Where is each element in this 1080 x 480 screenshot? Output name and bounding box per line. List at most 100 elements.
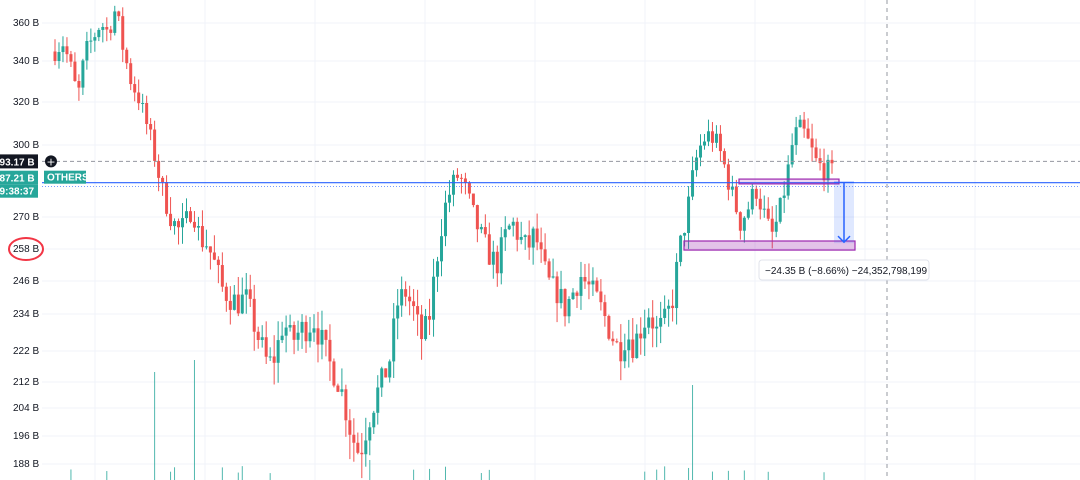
candle-body xyxy=(798,119,802,128)
candle-body xyxy=(157,160,161,178)
candle-body xyxy=(161,177,165,183)
candle-body xyxy=(280,335,284,341)
candle-body xyxy=(499,237,503,274)
candle-body xyxy=(400,289,404,306)
candle-body xyxy=(571,292,575,299)
price-axis-tick: 300 B xyxy=(13,140,39,151)
candle-body xyxy=(141,102,145,104)
volume-bar xyxy=(106,471,108,480)
candle-body xyxy=(236,294,240,314)
candle-body xyxy=(659,317,663,327)
candle-body xyxy=(173,221,177,227)
candle-body xyxy=(408,296,412,302)
price-axis-tick: 234 B xyxy=(13,309,39,320)
candle-body xyxy=(487,234,491,265)
candle-body xyxy=(272,356,276,363)
crosshair-price-label: 293.17 B xyxy=(0,157,35,168)
candle-body xyxy=(822,163,826,181)
volume-bar xyxy=(369,460,371,480)
candle-body xyxy=(587,281,591,285)
candle-body xyxy=(412,301,416,307)
candle-body xyxy=(440,236,444,262)
candle-body xyxy=(519,237,523,240)
candle-body xyxy=(527,235,531,248)
candle-body xyxy=(563,288,567,317)
candle-body xyxy=(372,412,376,428)
candle-body xyxy=(507,225,511,230)
candle-body xyxy=(268,356,272,358)
price-axis[interactable]: 188 B 196 B 204 B 212 B 222 B 234 B 246 B 258 B… xyxy=(0,0,89,480)
volume-bar xyxy=(237,472,239,480)
candle-body xyxy=(105,26,109,30)
measure-label-box xyxy=(758,259,930,281)
candle-body xyxy=(591,280,595,285)
candle-body xyxy=(635,333,639,359)
candle-body xyxy=(443,202,447,237)
price-axis-tick: 258 B xyxy=(13,244,39,255)
candle-body xyxy=(188,211,192,222)
candle-body xyxy=(463,178,467,183)
candle-body xyxy=(567,298,571,317)
candlestick-series xyxy=(53,5,834,479)
price-axis-tick: 188 B xyxy=(13,459,39,470)
candle-body xyxy=(647,317,651,328)
candle-body xyxy=(471,193,475,206)
candle-body xyxy=(220,265,224,287)
candle-body xyxy=(81,60,85,88)
candle-body xyxy=(264,337,268,357)
candle-body xyxy=(555,276,559,304)
candle-body xyxy=(595,280,599,292)
candle-body xyxy=(611,338,615,342)
candle-body xyxy=(208,246,212,253)
candle-body xyxy=(762,208,766,210)
candle-body xyxy=(416,306,420,315)
candle-body xyxy=(61,46,65,53)
candle-body xyxy=(503,229,507,238)
add-alert-button[interactable] xyxy=(45,155,57,168)
candle-body xyxy=(599,291,603,303)
candle-body xyxy=(300,321,304,333)
candle-body xyxy=(320,329,324,345)
candle-body xyxy=(455,174,459,178)
candle-body xyxy=(675,261,679,309)
candle-body xyxy=(93,37,97,41)
candle-body xyxy=(149,124,153,130)
volume-bar xyxy=(767,471,769,480)
symbol-label: OTHERS xyxy=(47,173,89,184)
candle-body xyxy=(615,341,619,343)
candle-body xyxy=(344,389,348,421)
candle-body xyxy=(392,318,396,362)
candle-body xyxy=(296,332,300,340)
candle-body xyxy=(479,227,483,230)
measure-zone-top[interactable] xyxy=(738,178,840,185)
candle-body xyxy=(702,141,706,146)
crosshair-price-tag xyxy=(0,154,38,169)
candle-body xyxy=(109,29,113,33)
candle-body xyxy=(627,339,631,351)
candle-body xyxy=(655,326,659,329)
candle-body xyxy=(165,182,169,214)
candle-body xyxy=(212,252,216,260)
price-axis-tick: 196 B xyxy=(13,431,39,442)
candle-body xyxy=(117,11,121,17)
candle-body xyxy=(204,246,208,248)
candle-body xyxy=(722,151,726,165)
candle-body xyxy=(738,212,742,231)
volume-bar xyxy=(743,470,745,480)
candle-body xyxy=(85,41,89,61)
candle-body xyxy=(184,211,188,219)
candle-body xyxy=(543,249,547,262)
volume-bar xyxy=(241,466,243,480)
candle-body xyxy=(559,288,563,304)
candle-body xyxy=(133,84,137,93)
candle-body xyxy=(830,159,834,164)
candle-body xyxy=(169,213,173,227)
measure-zone-bottom[interactable] xyxy=(683,240,856,251)
price-axis-tick: 222 B xyxy=(13,346,39,357)
candle-body xyxy=(428,316,432,320)
candle-body xyxy=(196,226,200,228)
volume-bar xyxy=(170,471,172,480)
chart-overlays: −24.35 B (−8.66%) −24,352,798,199 xyxy=(42,160,1080,281)
price-axis-tick: 320 B xyxy=(13,97,39,108)
